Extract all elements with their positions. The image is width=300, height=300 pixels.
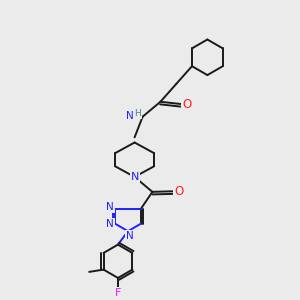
Text: N: N bbox=[130, 172, 139, 182]
Text: O: O bbox=[174, 185, 183, 198]
Text: N: N bbox=[126, 231, 133, 241]
Text: O: O bbox=[182, 98, 191, 111]
Text: N: N bbox=[106, 202, 114, 212]
Text: F: F bbox=[115, 288, 121, 298]
Text: H: H bbox=[134, 109, 141, 118]
Text: N: N bbox=[126, 111, 134, 121]
Text: N: N bbox=[106, 219, 114, 229]
